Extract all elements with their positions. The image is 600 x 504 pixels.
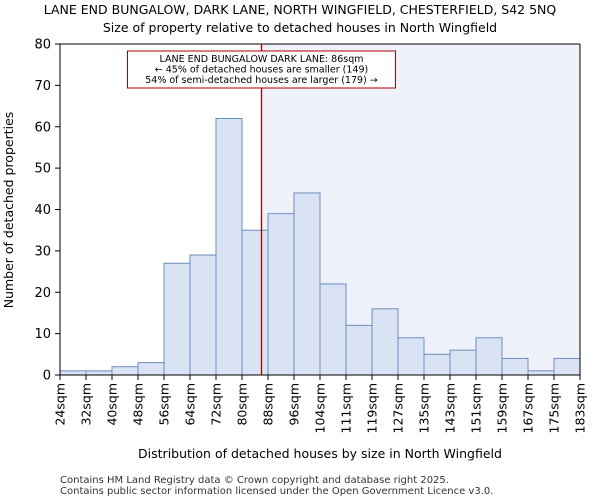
x-tick-label: 88sqm <box>261 383 276 426</box>
bar <box>163 262 191 376</box>
x-tick-label: 32sqm <box>79 383 94 426</box>
x-tick-label: 24sqm <box>53 383 68 426</box>
bar <box>449 349 477 376</box>
y-tick-label: 20 <box>34 286 51 301</box>
chart-title: LANE END BUNGALOW, DARK LANE, NORTH WING… <box>44 2 557 17</box>
x-tick-label: 143sqm <box>443 383 458 433</box>
annotation-box <box>127 50 396 89</box>
x-tick-label: 72sqm <box>209 383 224 426</box>
x-tick-label: 119sqm <box>365 383 380 433</box>
x-axis-label: Distribution of detached houses by size … <box>138 446 502 461</box>
x-tick-label: 111sqm <box>339 383 354 433</box>
footer-line-1: Contains HM Land Registry data © Crown c… <box>60 475 449 486</box>
bar <box>137 362 165 376</box>
annotation-line-3: 54% of semi-detached houses are larger (… <box>145 75 378 86</box>
chart-subtitle: Size of property relative to detached ho… <box>103 20 497 35</box>
y-tick-label: 10 <box>34 327 51 342</box>
bar <box>267 213 295 376</box>
x-tick-label: 183sqm <box>573 383 588 433</box>
bar <box>475 337 503 376</box>
x-tick-label: 104sqm <box>313 383 328 433</box>
annotation-line-2: ← 45% of detached houses are smaller (14… <box>155 65 368 76</box>
bar <box>293 192 321 376</box>
x-tick-label: 175sqm <box>547 383 562 433</box>
x-tick-label: 40sqm <box>105 383 120 426</box>
annotation-line-1: LANE END BUNGALOW DARK LANE: 86sqm <box>159 54 363 65</box>
y-tick-label: 80 <box>34 38 51 53</box>
y-tick-label: 70 <box>34 79 51 94</box>
y-axis-label: Number of detached properties <box>1 112 16 309</box>
bar <box>553 357 581 376</box>
x-tick-label: 159sqm <box>495 383 510 433</box>
x-tick-label: 80sqm <box>235 383 250 426</box>
x-tick-label: 135sqm <box>417 383 432 433</box>
x-tick-label: 167sqm <box>521 383 536 433</box>
bar <box>501 357 529 376</box>
bar <box>423 353 451 376</box>
bar <box>59 370 87 376</box>
x-tick-label: 151sqm <box>469 383 484 433</box>
x-tick-label: 56sqm <box>157 383 172 426</box>
bar <box>319 283 347 376</box>
bar <box>527 370 555 376</box>
y-tick-label: 40 <box>34 203 51 218</box>
y-tick-label: 50 <box>34 162 51 177</box>
x-tick-label: 64sqm <box>183 383 198 426</box>
footer-line-2: Contains public sector information licen… <box>60 486 493 497</box>
y-tick-label: 0 <box>43 369 51 384</box>
bar <box>85 370 113 376</box>
y-tick-label: 30 <box>34 244 51 259</box>
bar <box>215 117 243 376</box>
bar <box>397 337 425 376</box>
bar <box>189 254 217 376</box>
plot-area: 0 10 20 30 40 50 60 70 80 24sqm 32sqm 40sqm 48sqm 56s… <box>34 38 587 434</box>
x-tick-label: 48sqm <box>131 383 146 426</box>
x-tick-label: 127sqm <box>391 383 406 433</box>
bar <box>345 324 373 376</box>
y-tick-label: 60 <box>34 120 51 135</box>
bar <box>241 229 269 376</box>
bar <box>111 366 139 376</box>
x-tick-label: 96sqm <box>287 383 302 426</box>
bar <box>371 308 399 376</box>
